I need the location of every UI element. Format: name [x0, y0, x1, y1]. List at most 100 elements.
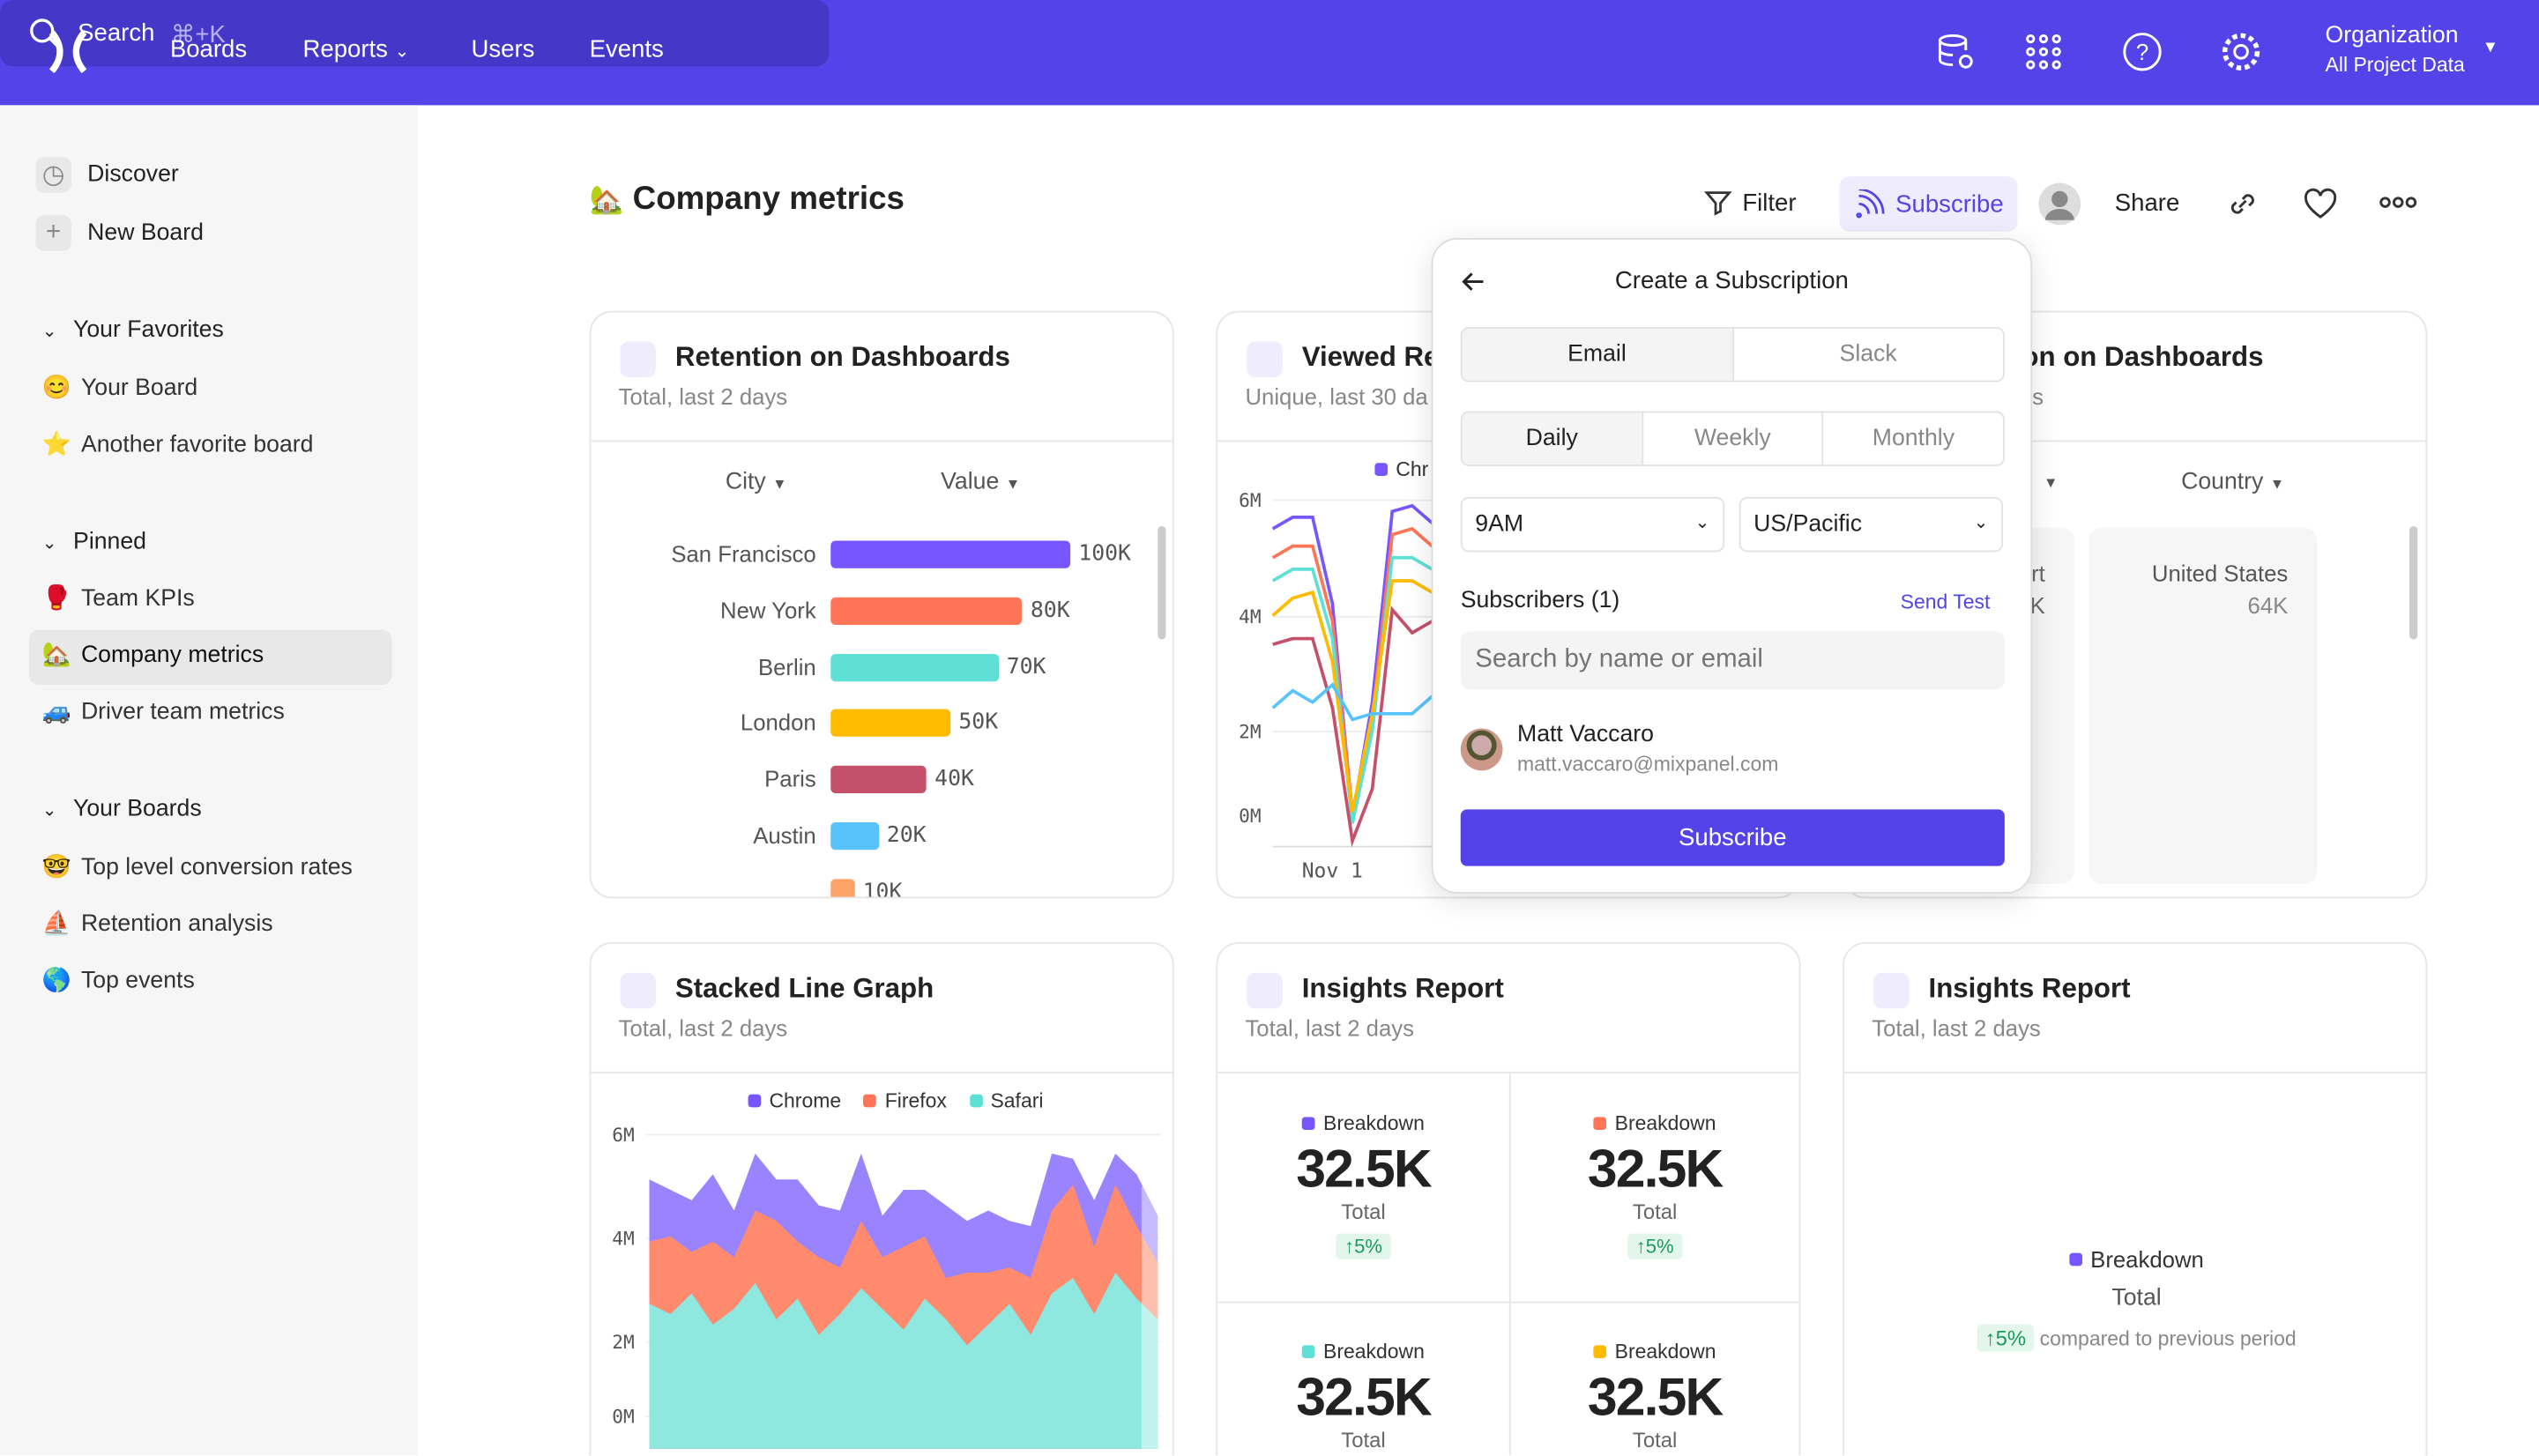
nav-users[interactable]: Users — [471, 35, 535, 63]
scrollbar[interactable] — [1158, 525, 1166, 640]
sidebar-item-conversion[interactable]: 🤓 Top level conversion rates — [42, 853, 353, 880]
sidebar-item-company-metrics[interactable]: 🏡 Company metrics — [42, 641, 264, 668]
sidebar-item-another-favorite[interactable]: ⭐ Another favorite board — [42, 431, 314, 457]
timezone-select[interactable]: US/Pacific ⌄ — [1739, 496, 2004, 553]
label-text: Breakdown — [2090, 1246, 2204, 1273]
tab-monthly[interactable]: Monthly — [1821, 412, 2003, 465]
hover-overlay — [1141, 1186, 1161, 1449]
card-subtitle: Total, last 2 days — [618, 383, 788, 410]
bar[interactable] — [830, 653, 999, 681]
insights-chart-icon — [1873, 972, 1910, 1009]
sidebar-item-driver-team[interactable]: 🚙 Driver team metrics — [42, 698, 285, 725]
card-insights-2[interactable]: Insights Report Total, last 2 days Breakd… — [1843, 941, 2428, 1456]
insights-chart-icon — [1247, 341, 1283, 377]
cell-value: K — [2029, 592, 2045, 619]
breakdown-label: Breakdown — [1844, 1246, 2425, 1273]
city-dropdown[interactable]: City ▼ — [726, 470, 787, 495]
subscriber-name: Matt Vaccaro — [1517, 722, 1654, 748]
caret-down-icon[interactable]: ▼ — [2043, 474, 2059, 491]
card-title: Viewed Re — [1301, 341, 1440, 373]
legend-firefox: Firefox — [863, 1089, 947, 1112]
card-insights-1[interactable]: Insights Report Total, last 2 days Breakd… — [1216, 941, 1801, 1456]
mixpanel-logo-icon[interactable] — [47, 30, 89, 73]
tab-email[interactable]: Email — [1462, 328, 1732, 381]
nav-reports[interactable]: Reports ⌄ — [302, 35, 409, 63]
database-icon[interactable] — [1933, 29, 1978, 74]
item-label: Another favorite board — [80, 431, 314, 457]
legend-safari: Safari — [969, 1089, 1043, 1112]
bar-row: Berlin 70K — [591, 651, 1172, 684]
heart-icon[interactable] — [2303, 188, 2338, 220]
cell-label: United States — [2151, 560, 2289, 586]
metric-tile: Breakdown 32.5K Total — [1509, 1341, 1799, 1452]
sidebar-item-team-kpis[interactable]: 🥊 Team KPIs — [42, 584, 195, 612]
legend-swatch — [1302, 1117, 1315, 1131]
sidebar-item-your-board[interactable]: 😊 Your Board — [42, 374, 197, 401]
value-dropdown[interactable]: Value ▼ — [941, 470, 1020, 495]
section-favorites[interactable]: ⌄ Your Favorites — [42, 317, 224, 343]
sidebar-new-board[interactable]: + New Board — [35, 215, 204, 251]
section-your-boards[interactable]: ⌄ Your Boards — [42, 797, 202, 822]
y-tick: 0M — [612, 1405, 635, 1429]
subscriber-search-input[interactable] — [1460, 631, 2005, 690]
back-arrow-icon[interactable] — [1461, 269, 1486, 294]
sidebar-item-retention[interactable]: ⛵ Retention analysis — [42, 910, 273, 937]
col-label: Value — [941, 469, 1000, 496]
bar[interactable] — [830, 540, 1071, 568]
item-label: Company metrics — [80, 642, 264, 668]
scrollbar[interactable] — [2409, 525, 2418, 640]
bar[interactable] — [830, 878, 855, 897]
chevron-down-icon: ⌄ — [394, 41, 410, 62]
subscribe-submit-button[interactable]: Subscribe — [1460, 809, 2005, 866]
filter-button[interactable]: Filter — [1703, 188, 1797, 217]
legend: Chrome Firefox Safari — [748, 1089, 1043, 1112]
bar-value: 10K — [862, 878, 903, 899]
card-header: Stacked Line Graph Total, last 2 days — [591, 944, 1173, 1073]
org-switcher[interactable]: Organization All Project Data ▼ — [2326, 23, 2498, 77]
settings-icon[interactable] — [2218, 29, 2263, 74]
subscribe-button[interactable]: Subscribe — [1839, 176, 2018, 232]
card-title: Retention on Dashboards — [674, 341, 1010, 373]
bar[interactable] — [830, 597, 1023, 625]
bar[interactable] — [830, 766, 927, 794]
subscriber-email: matt.vaccaro@mixpanel.com — [1517, 753, 1779, 776]
board-emoji-icon: 🏡 — [589, 184, 624, 216]
subscriber-avatar — [1460, 728, 1503, 771]
card-stacked-line[interactable]: Stacked Line Graph Total, last 2 days Chr… — [589, 941, 1174, 1456]
time-value: 9AM — [1475, 511, 1524, 538]
card-retention[interactable]: Retention on Dashboards Total, last 2 day… — [589, 310, 1174, 899]
more-options-icon[interactable] — [2379, 194, 2417, 210]
bar-value: 80K — [1030, 597, 1070, 623]
section-pinned[interactable]: ⌄ Pinned — [42, 530, 146, 555]
user-avatar-icon[interactable] — [2038, 182, 2081, 226]
page-title: 🏡 Company metrics — [590, 182, 905, 219]
y-tick: 2M — [612, 1330, 635, 1354]
tab-daily[interactable]: Daily — [1462, 412, 1642, 465]
sidebar-discover[interactable]: ◷ Discover — [35, 157, 179, 193]
legend-chrome: Chrome — [748, 1089, 841, 1112]
apps-grid-icon[interactable] — [2021, 29, 2066, 74]
table-column-united-states: United States 64K — [2089, 527, 2318, 884]
item-label: Driver team metrics — [80, 698, 285, 724]
help-icon[interactable]: ? — [2119, 29, 2164, 74]
share-button[interactable]: Share — [2114, 189, 2180, 218]
emoji-icon: 😊 — [41, 375, 71, 402]
nav-events[interactable]: Events — [589, 35, 664, 63]
time-select[interactable]: 9AM ⌄ — [1460, 496, 1725, 553]
sidebar-item-top-events[interactable]: 🌎 Top events — [42, 967, 195, 993]
tab-slack[interactable]: Slack — [1731, 328, 2003, 381]
link-icon[interactable] — [2227, 188, 2260, 220]
bar[interactable] — [830, 709, 951, 738]
y-tick: 4M — [1239, 605, 1262, 628]
send-test-link[interactable]: Send Test — [1900, 591, 1991, 614]
search-input[interactable]: Search ⌘+K — [0, 0, 830, 67]
bar[interactable] — [830, 822, 879, 851]
filter-label: Filter — [1742, 188, 1797, 217]
series-line — [1271, 579, 1453, 813]
col-label: Country — [2181, 469, 2264, 496]
tab-weekly[interactable]: Weekly — [1641, 412, 1822, 465]
country-dropdown[interactable]: Country ▼ — [2181, 470, 2284, 495]
emoji-icon: 🤓 — [41, 854, 71, 881]
nav-boards[interactable]: Boards — [169, 35, 248, 63]
